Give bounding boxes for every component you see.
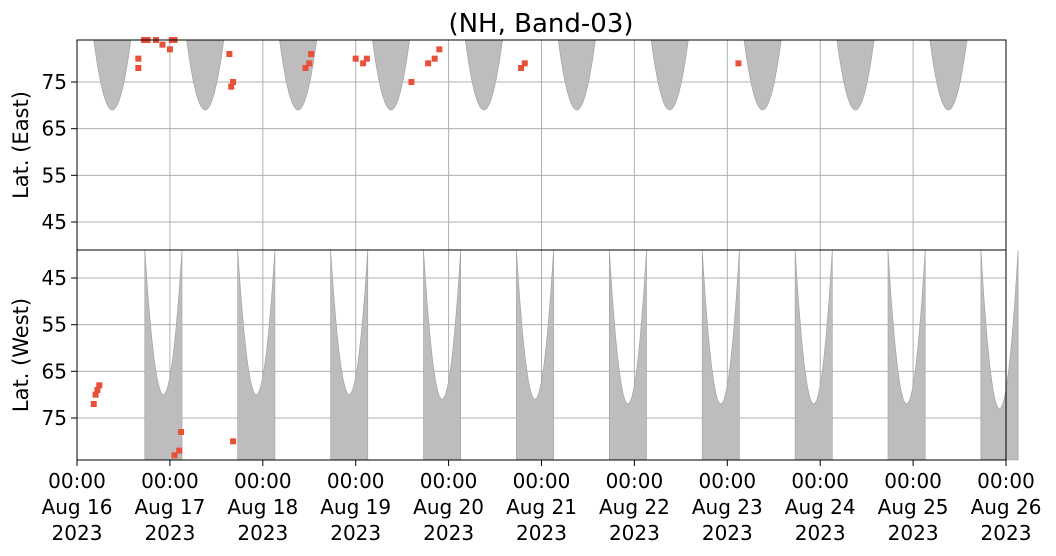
red-marker-east-11 xyxy=(226,51,233,57)
xtick-year-9: 2023 xyxy=(888,521,939,545)
xtick-time-7: 00:00 xyxy=(698,469,756,493)
coverage-region-west-4 xyxy=(516,249,554,461)
red-marker-east-18 xyxy=(408,79,415,85)
coverage-region-east-9 xyxy=(929,39,968,111)
red-marker-east-21 xyxy=(436,46,443,53)
red-marker-east-14 xyxy=(308,51,315,57)
coverage-region-east-4 xyxy=(464,39,503,111)
xtick-year-8: 2023 xyxy=(795,521,846,545)
xtick-year-4: 2023 xyxy=(423,521,474,545)
ytick-label-west-1: 65 xyxy=(42,359,67,383)
xtick-year-10: 2023 xyxy=(981,521,1032,545)
ytick-label-east-3: 75 xyxy=(42,70,67,94)
red-marker-west-1 xyxy=(176,447,183,454)
coverage-region-west-0 xyxy=(144,249,183,461)
red-marker-west-2 xyxy=(178,429,185,435)
panel-east: 45 55 65 75 xyxy=(42,37,1007,251)
coverage-region-west-6 xyxy=(701,249,740,461)
red-marker-east-9 xyxy=(228,83,235,90)
red-marker-east-0 xyxy=(135,65,142,71)
coverage-region-east-6 xyxy=(650,39,689,111)
xtick-date-9: Aug 25 xyxy=(878,495,949,519)
xtick-time-4: 00:00 xyxy=(420,469,478,493)
xtick-date-8: Aug 24 xyxy=(785,495,856,519)
red-marker-east-5 xyxy=(159,41,166,48)
xtick-year-2: 2023 xyxy=(237,521,288,545)
xtick-date-1: Aug 17 xyxy=(134,495,205,519)
ytick-label-east-0: 45 xyxy=(42,210,67,234)
xtick-time-8: 00:00 xyxy=(791,469,849,493)
red-marker-east-17 xyxy=(363,55,370,62)
xtick-time-5: 00:00 xyxy=(513,469,571,493)
xtick-date-2: Aug 18 xyxy=(227,495,298,519)
red-marker-east-6 xyxy=(166,46,173,53)
xtick-time-1: 00:00 xyxy=(141,469,199,493)
red-marker-west-0 xyxy=(171,452,178,459)
red-marker-east-15 xyxy=(352,55,359,62)
xtick-date-10: Aug 26 xyxy=(971,495,1042,519)
red-marker-east-20 xyxy=(431,55,438,62)
xtick-date-3: Aug 19 xyxy=(320,495,391,519)
red-marker-east-19 xyxy=(425,60,432,67)
ytick-label-east-2: 65 xyxy=(42,117,67,141)
red-marker-east-13 xyxy=(306,60,313,67)
xtick-year-7: 2023 xyxy=(702,521,753,545)
red-marker-west-5 xyxy=(92,391,99,398)
xtick-year-6: 2023 xyxy=(609,521,660,545)
coverage-region-east-0 xyxy=(93,39,132,111)
coverage-region-east-5 xyxy=(557,39,596,111)
coverage-region-west-7 xyxy=(794,249,833,461)
xtick-year-5: 2023 xyxy=(516,521,567,545)
coverage-region-west-8 xyxy=(887,249,926,461)
red-marker-west-3 xyxy=(230,438,237,445)
red-marker-west-4 xyxy=(90,401,97,407)
red-marker-east-22 xyxy=(518,65,525,71)
ytick-label-east-1: 55 xyxy=(42,163,67,187)
red-marker-east-1 xyxy=(135,55,142,62)
xtick-time-2: 00:00 xyxy=(234,469,292,493)
coverage-region-west-5 xyxy=(609,249,647,461)
xtick-year-0: 2023 xyxy=(52,521,103,545)
xtick-date-6: Aug 22 xyxy=(599,495,670,519)
coverage-region-east-2 xyxy=(279,39,318,111)
ytick-label-west-0: 75 xyxy=(42,406,67,430)
xtick-time-0: 00:00 xyxy=(48,469,106,493)
red-marker-west-6 xyxy=(94,387,101,393)
xtick-time-10: 00:00 xyxy=(977,469,1035,493)
xtick-time-3: 00:00 xyxy=(327,469,385,493)
coverage-region-east-1 xyxy=(186,39,225,111)
panel-west: 75 65 55 45 xyxy=(42,249,1019,461)
red-marker-east-16 xyxy=(360,60,367,67)
coverage-region-west-3 xyxy=(423,249,461,461)
ylabel-west: Lat. (West) xyxy=(9,298,33,412)
xtick-year-1: 2023 xyxy=(144,521,195,545)
red-marker-west-7 xyxy=(96,382,103,389)
coverage-region-east-7 xyxy=(743,39,782,111)
coverage-region-east-3 xyxy=(372,39,410,111)
coverage-region-west-9 xyxy=(980,249,1019,461)
coverage-region-west-2 xyxy=(330,249,369,461)
coverage-region-west-1 xyxy=(237,249,276,461)
coverage-region-east-8 xyxy=(836,39,875,111)
ytick-label-west-2: 55 xyxy=(42,313,67,337)
red-marker-east-12 xyxy=(302,65,309,71)
chart-title: (NH, Band-03) xyxy=(448,9,633,39)
ytick-label-west-3: 45 xyxy=(42,266,67,290)
xtick-date-0: Aug 16 xyxy=(42,495,113,519)
xtick-time-6: 00:00 xyxy=(606,469,664,493)
xtick-time-9: 00:00 xyxy=(884,469,942,493)
ylabel-east: Lat. (East) xyxy=(9,91,33,199)
xtick-year-3: 2023 xyxy=(330,521,381,545)
red-marker-east-23 xyxy=(521,60,528,67)
xtick-date-5: Aug 21 xyxy=(506,495,577,519)
red-marker-east-10 xyxy=(230,79,237,85)
xtick-date-4: Aug 20 xyxy=(413,495,484,519)
red-marker-east-24 xyxy=(735,60,742,67)
xtick-date-7: Aug 23 xyxy=(692,495,763,519)
